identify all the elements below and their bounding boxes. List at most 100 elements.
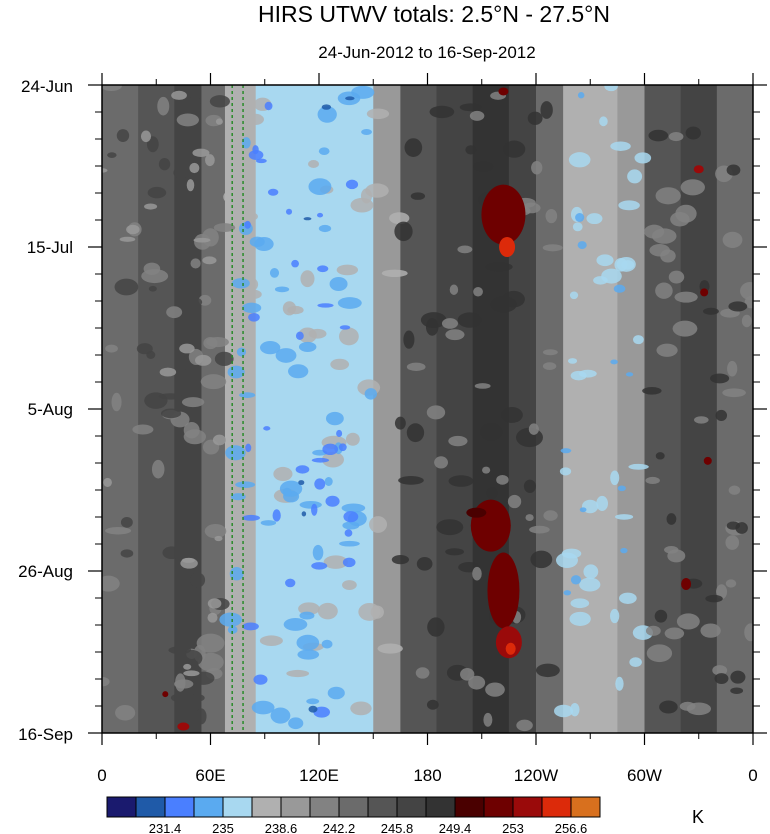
contour-blob [189,162,200,174]
contour-blob [530,550,553,569]
contour-blob [317,106,337,123]
contour-blob [660,249,676,263]
contour-blob [344,529,353,537]
contour-blob [298,602,320,616]
contour-blob [429,105,455,119]
contour-blob [298,341,317,353]
contour-blob [441,318,459,329]
contour-blob [341,503,366,513]
contour-blob [183,670,200,677]
contour-blob [722,388,746,398]
contour-blob [264,101,273,111]
contour-blob [229,231,243,239]
contour-blob [214,351,234,366]
longitude-band [201,85,226,733]
contour-blob [579,507,587,513]
contour-blob [116,129,130,143]
contour-blob [351,85,375,99]
contour-blob [434,456,449,469]
contour-blob [255,158,267,164]
contour-blob [703,307,719,315]
contour-blob [468,675,486,690]
contour-blob [628,463,649,470]
max-blob [487,552,520,629]
contour-blob [445,548,465,556]
contour-blob [196,633,225,653]
contour-blob [741,314,752,328]
y-tick-label: 16-Sep [18,725,73,744]
contour-blob [674,291,698,303]
contour-blob [147,186,167,199]
contour-blob [269,268,280,278]
contour-blob [420,312,447,328]
contour-blob [345,432,360,446]
contour-blob [465,145,477,155]
contour-blob [350,701,372,716]
contour-blob [102,676,110,687]
contour-blob [298,480,305,486]
contour-blob [272,509,281,522]
contour-blob [181,397,205,408]
contour-blob [143,262,161,275]
contour-blob [120,549,134,558]
contour-blob [318,147,330,156]
contour-blob [283,617,308,631]
longitude-band [373,85,401,733]
contour-blob [311,457,330,463]
contour-blob [570,575,582,585]
y-tick-label: 26-Aug [18,562,73,581]
contour-blob [235,481,256,488]
contour-blob [120,516,133,528]
contour-blob [175,673,186,692]
contour-blob [248,312,260,322]
longitude-band [536,85,564,733]
contour-blob [299,611,315,620]
contour-blob [170,694,182,702]
contour-blob [586,213,603,225]
contour-blob [457,312,482,328]
x-tick-label: 60E [195,766,225,785]
contour-blob [252,145,259,155]
contour-blob [350,197,374,213]
contour-blob [728,301,748,312]
contour-blob [236,347,247,357]
contour-blob [144,392,168,409]
contour-blob [744,623,753,642]
contour-blob [225,445,246,461]
contour-blob [523,479,536,493]
colorbar-label: 242.2 [323,821,356,834]
contour-blob [263,426,271,431]
contour-blob [329,276,348,292]
contour-blob [545,208,558,224]
contour-blob [162,546,182,560]
contour-blob [230,493,246,501]
x-tick-label: 180 [413,766,441,785]
contour-blob [193,237,211,243]
contour-blob [609,608,620,624]
contour-blob [668,132,684,142]
contour-blob [507,494,522,509]
colorbar-box [193,796,224,818]
contour-blob [205,154,215,167]
contour-blob [176,113,199,127]
contour-blob [381,269,408,278]
colorbar-unit: K [692,807,704,827]
contour-blob [596,495,608,512]
longitude-band [716,85,753,733]
contour-blob [227,625,238,634]
contour-blob [716,584,728,600]
contour-blob [114,278,139,296]
contour-blob [554,704,574,718]
contour-blob [528,423,539,435]
contour-blob [202,228,219,247]
contour-blob [725,535,740,550]
x-tick-label: 120E [299,766,339,785]
contour-blob [307,160,320,168]
contour-blob [231,278,250,289]
contour-blob [325,411,344,426]
contour-blob [242,622,259,631]
contour-blob [365,183,389,198]
max-blob [700,288,709,297]
contour-blob [712,665,728,676]
